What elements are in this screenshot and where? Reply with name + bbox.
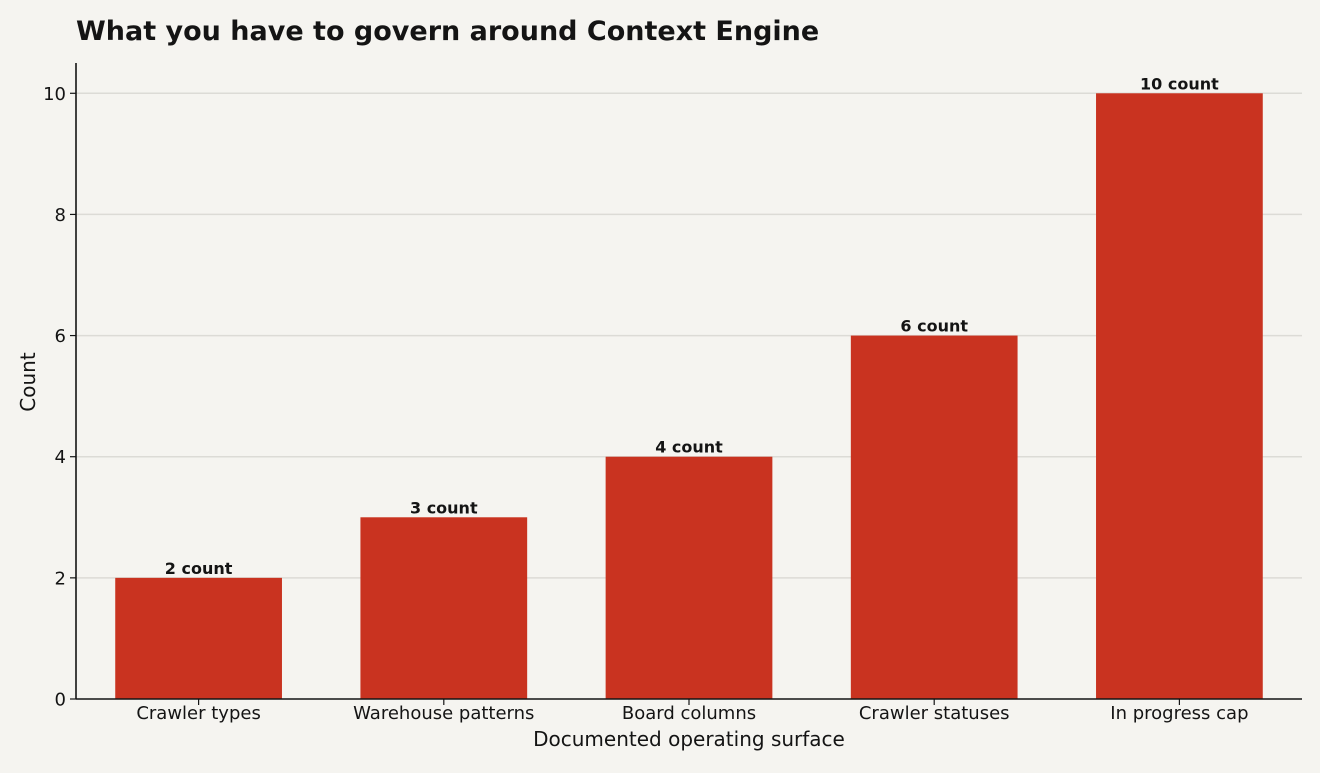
y-tick-label: 6 xyxy=(55,326,66,347)
y-tick-label: 8 xyxy=(55,205,66,226)
y-axis-ticks: 0 2 4 6 8 10 xyxy=(43,84,76,711)
x-axis-ticks: Crawler types Warehouse patterns Board col… xyxy=(136,699,1249,724)
bar xyxy=(115,577,282,699)
y-tick-label: 2 xyxy=(55,568,66,589)
x-axis-label: Documented operating surface xyxy=(533,727,845,751)
x-tick-label: Crawler types xyxy=(136,703,261,724)
bar xyxy=(850,335,1018,699)
y-tick-label: 4 xyxy=(55,447,66,468)
bar-data-label: 10 count xyxy=(1140,74,1219,93)
y-tick-label: 10 xyxy=(43,84,66,105)
x-tick-label: Crawler statuses xyxy=(859,703,1010,724)
bar-data-label: 3 count xyxy=(410,498,478,517)
y-tick-label: 0 xyxy=(55,690,66,711)
bar-data-label: 4 count xyxy=(655,438,723,457)
bar xyxy=(1096,93,1263,700)
bar xyxy=(605,456,773,699)
y-axis-label: Count xyxy=(16,352,40,412)
bar-data-label: 2 count xyxy=(165,559,233,578)
data-labels: 2 count 3 count 4 count 6 count 10 count xyxy=(165,74,1219,578)
x-tick-label: Warehouse patterns xyxy=(353,703,534,724)
x-tick-label: Board columns xyxy=(622,703,756,724)
bar-data-label: 6 count xyxy=(900,317,968,336)
chart-title: What you have to govern around Context E… xyxy=(76,16,819,47)
bars xyxy=(115,93,1263,700)
x-tick-label: In progress cap xyxy=(1110,703,1248,724)
bar xyxy=(360,517,528,699)
